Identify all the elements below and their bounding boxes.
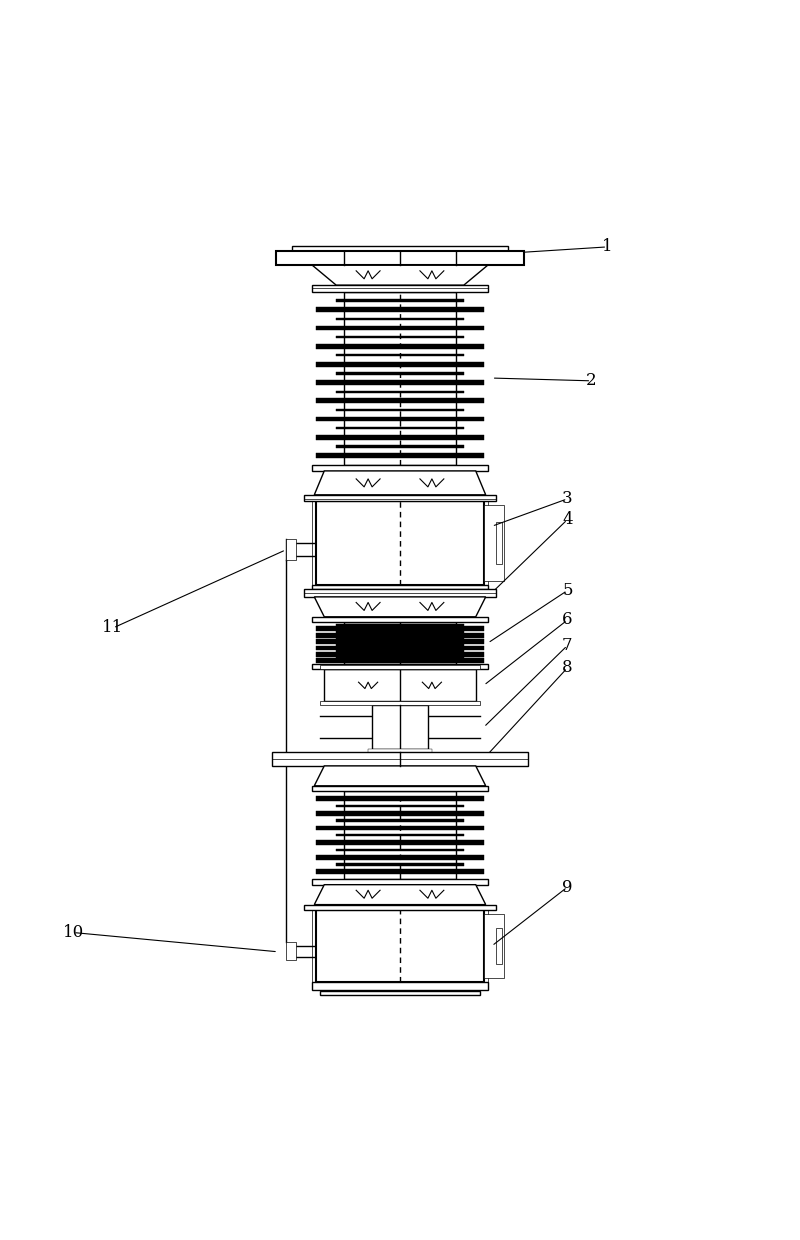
FancyBboxPatch shape <box>312 465 488 471</box>
FancyBboxPatch shape <box>316 841 484 844</box>
FancyBboxPatch shape <box>286 539 296 559</box>
FancyBboxPatch shape <box>273 751 527 766</box>
Text: 9: 9 <box>562 879 573 895</box>
FancyBboxPatch shape <box>286 942 296 961</box>
Text: 8: 8 <box>562 660 573 676</box>
Text: 10: 10 <box>62 924 84 941</box>
FancyBboxPatch shape <box>316 869 484 874</box>
FancyBboxPatch shape <box>336 637 464 640</box>
FancyBboxPatch shape <box>316 326 484 330</box>
Polygon shape <box>314 884 486 905</box>
FancyBboxPatch shape <box>316 453 484 458</box>
FancyBboxPatch shape <box>316 381 484 384</box>
Text: 5: 5 <box>562 582 573 599</box>
FancyBboxPatch shape <box>316 501 484 585</box>
FancyBboxPatch shape <box>316 626 484 631</box>
Text: 2: 2 <box>586 372 597 389</box>
FancyBboxPatch shape <box>368 749 432 751</box>
FancyBboxPatch shape <box>312 663 488 670</box>
FancyBboxPatch shape <box>316 796 484 801</box>
FancyBboxPatch shape <box>316 632 484 637</box>
FancyBboxPatch shape <box>277 250 523 265</box>
FancyBboxPatch shape <box>336 427 464 429</box>
FancyBboxPatch shape <box>336 805 464 807</box>
FancyBboxPatch shape <box>336 372 464 374</box>
FancyBboxPatch shape <box>336 336 464 339</box>
FancyBboxPatch shape <box>312 786 488 791</box>
FancyBboxPatch shape <box>336 644 464 646</box>
Text: 11: 11 <box>102 620 124 636</box>
Text: 6: 6 <box>562 611 573 629</box>
FancyBboxPatch shape <box>316 646 484 650</box>
FancyBboxPatch shape <box>304 905 496 910</box>
FancyBboxPatch shape <box>316 811 484 816</box>
Text: 7: 7 <box>562 637 573 653</box>
FancyBboxPatch shape <box>336 625 464 626</box>
FancyBboxPatch shape <box>316 826 484 831</box>
FancyBboxPatch shape <box>336 656 464 658</box>
Text: 1: 1 <box>602 238 613 255</box>
FancyBboxPatch shape <box>496 522 502 564</box>
FancyBboxPatch shape <box>344 291 456 465</box>
FancyBboxPatch shape <box>312 585 488 589</box>
Text: 4: 4 <box>562 511 573 528</box>
FancyBboxPatch shape <box>316 854 484 859</box>
FancyBboxPatch shape <box>336 650 464 652</box>
FancyBboxPatch shape <box>316 652 484 657</box>
FancyBboxPatch shape <box>312 498 488 588</box>
FancyBboxPatch shape <box>304 589 496 596</box>
FancyBboxPatch shape <box>336 355 464 356</box>
FancyBboxPatch shape <box>484 505 504 580</box>
FancyBboxPatch shape <box>312 879 488 884</box>
FancyBboxPatch shape <box>312 908 488 985</box>
FancyBboxPatch shape <box>316 658 484 663</box>
FancyBboxPatch shape <box>336 409 464 412</box>
Polygon shape <box>312 265 488 285</box>
FancyBboxPatch shape <box>320 666 480 670</box>
Text: 3: 3 <box>562 490 573 507</box>
FancyBboxPatch shape <box>316 308 484 312</box>
FancyBboxPatch shape <box>320 991 480 994</box>
FancyBboxPatch shape <box>312 982 488 990</box>
FancyBboxPatch shape <box>316 417 484 422</box>
FancyBboxPatch shape <box>316 910 484 982</box>
FancyBboxPatch shape <box>316 398 484 403</box>
FancyBboxPatch shape <box>344 622 456 663</box>
Polygon shape <box>314 596 486 616</box>
FancyBboxPatch shape <box>336 317 464 320</box>
FancyBboxPatch shape <box>496 928 502 963</box>
FancyBboxPatch shape <box>304 495 496 501</box>
FancyBboxPatch shape <box>336 848 464 851</box>
FancyBboxPatch shape <box>312 616 488 622</box>
Polygon shape <box>314 766 486 786</box>
FancyBboxPatch shape <box>336 445 464 448</box>
FancyBboxPatch shape <box>336 820 464 822</box>
FancyBboxPatch shape <box>316 639 484 644</box>
FancyBboxPatch shape <box>344 791 456 879</box>
FancyBboxPatch shape <box>336 863 464 866</box>
FancyBboxPatch shape <box>320 702 480 706</box>
FancyBboxPatch shape <box>336 631 464 634</box>
FancyBboxPatch shape <box>292 246 508 250</box>
FancyBboxPatch shape <box>312 285 488 291</box>
FancyBboxPatch shape <box>372 706 428 749</box>
FancyBboxPatch shape <box>484 914 504 978</box>
FancyBboxPatch shape <box>336 391 464 393</box>
Polygon shape <box>314 471 486 495</box>
FancyBboxPatch shape <box>324 670 476 702</box>
FancyBboxPatch shape <box>316 362 484 367</box>
FancyBboxPatch shape <box>316 435 484 440</box>
FancyBboxPatch shape <box>316 343 484 348</box>
FancyBboxPatch shape <box>336 299 464 301</box>
FancyBboxPatch shape <box>336 835 464 837</box>
